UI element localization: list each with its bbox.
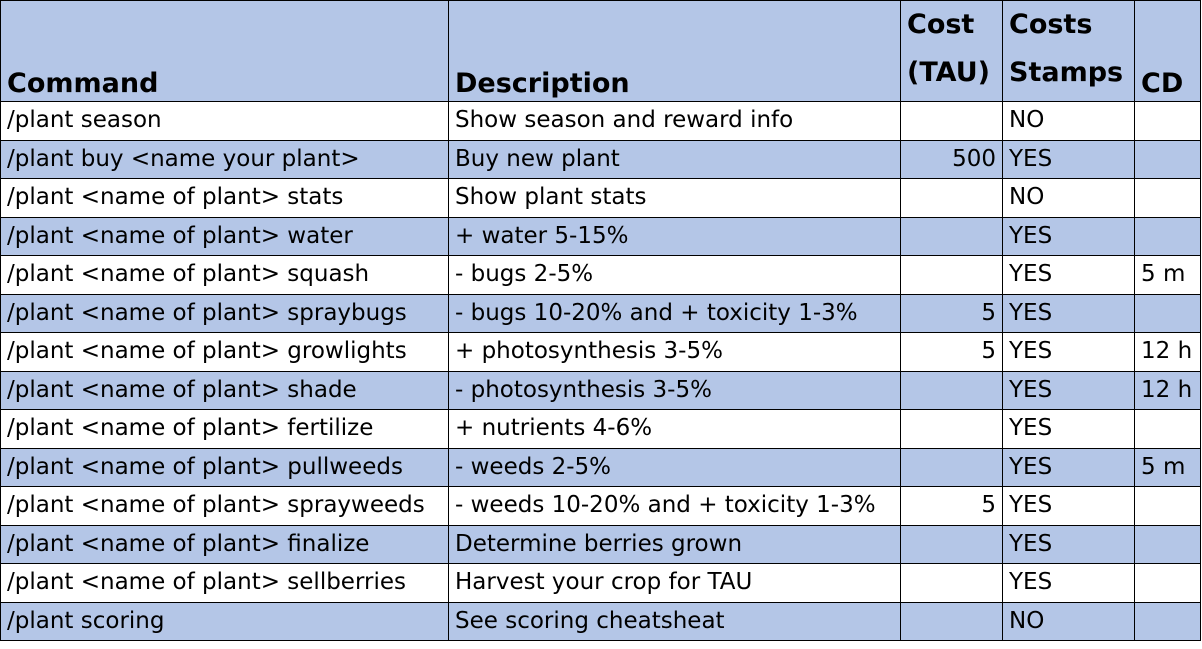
table-row: /plant <name of plant> pullweeds - weeds… bbox=[0, 447, 1201, 487]
table-row: /plant season Show season and reward inf… bbox=[0, 101, 1201, 141]
cell-description: Buy new plant bbox=[448, 139, 901, 179]
cell-stamps: NO bbox=[1002, 101, 1135, 141]
header-cost-line2: (TAU) bbox=[907, 57, 990, 88]
cell-description: - bugs 10-20% and + toxicity 1-3% bbox=[448, 293, 901, 333]
cell-stamps: YES bbox=[1002, 524, 1135, 564]
cell-stamps: YES bbox=[1002, 486, 1135, 526]
cell-stamps: NO bbox=[1002, 178, 1135, 218]
cell-description: + nutrients 4-6% bbox=[448, 409, 901, 449]
cell-cost bbox=[900, 447, 1003, 487]
cell-command: /plant <name of plant> pullweeds bbox=[0, 447, 449, 487]
table-row: /plant <name of plant> finalize Determin… bbox=[0, 524, 1201, 564]
cell-command: /plant season bbox=[0, 101, 449, 141]
cell-stamps: YES bbox=[1002, 563, 1135, 603]
cell-command: /plant <name of plant> sellberries bbox=[0, 563, 449, 603]
header-description: Description bbox=[448, 0, 901, 102]
cell-command: /plant <name of plant> growlights bbox=[0, 332, 449, 372]
cell-cd bbox=[1134, 293, 1201, 333]
cell-description: - bugs 2-5% bbox=[448, 255, 901, 295]
cell-stamps: YES bbox=[1002, 255, 1135, 295]
cell-cost bbox=[900, 370, 1003, 410]
header-row: Command Description Cost (TAU) Costs Sta… bbox=[0, 0, 1201, 102]
header-command: Command bbox=[0, 0, 449, 102]
cell-command: /plant <name of plant> squash bbox=[0, 255, 449, 295]
table-row: /plant <name of plant> sellberries Harve… bbox=[0, 563, 1201, 603]
cell-command: /plant scoring bbox=[0, 601, 449, 641]
cell-command: /plant <name of plant> sprayweeds bbox=[0, 486, 449, 526]
cell-cost bbox=[900, 178, 1003, 218]
cell-description: + water 5-15% bbox=[448, 216, 901, 256]
table-row: /plant <name of plant> water + water 5-1… bbox=[0, 216, 1201, 256]
table-row: /plant <name of plant> fertilize + nutri… bbox=[0, 409, 1201, 449]
cell-cd bbox=[1134, 178, 1201, 218]
cell-description: - weeds 10-20% and + toxicity 1-3% bbox=[448, 486, 901, 526]
cell-command: /plant <name of plant> spraybugs bbox=[0, 293, 449, 333]
header-cd: CD bbox=[1134, 0, 1201, 102]
cell-cd: 5 m bbox=[1134, 255, 1201, 295]
cell-description: Show plant stats bbox=[448, 178, 901, 218]
cell-cost bbox=[900, 255, 1003, 295]
cell-description: Show season and reward info bbox=[448, 101, 901, 141]
cell-stamps: YES bbox=[1002, 293, 1135, 333]
cell-command: /plant buy <name your plant> bbox=[0, 139, 449, 179]
cell-stamps: YES bbox=[1002, 332, 1135, 372]
cell-cost bbox=[900, 563, 1003, 603]
table-row: /plant <name of plant> spraybugs - bugs … bbox=[0, 293, 1201, 333]
cell-cd: 12 h bbox=[1134, 332, 1201, 372]
table-row: /plant buy <name your plant> Buy new pla… bbox=[0, 139, 1201, 179]
cell-cd: 12 h bbox=[1134, 370, 1201, 410]
cell-cd bbox=[1134, 486, 1201, 526]
cell-cd bbox=[1134, 216, 1201, 256]
cell-command: /plant <name of plant> water bbox=[0, 216, 449, 256]
cell-cd bbox=[1134, 563, 1201, 603]
cell-command: /plant <name of plant> finalize bbox=[0, 524, 449, 564]
cell-description: See scoring cheatsheat bbox=[448, 601, 901, 641]
cell-cost bbox=[900, 101, 1003, 141]
header-stamps-line2: Stamps bbox=[1009, 57, 1124, 88]
header-cost: Cost (TAU) bbox=[900, 0, 1003, 102]
header-stamps-line1: Costs bbox=[1009, 9, 1093, 40]
table-row: /plant scoring See scoring cheatsheat NO bbox=[0, 601, 1201, 641]
cell-description: - weeds 2-5% bbox=[448, 447, 901, 487]
cell-command: /plant <name of plant> stats bbox=[0, 178, 449, 218]
cell-cost bbox=[900, 409, 1003, 449]
header-cost-line1: Cost bbox=[907, 9, 975, 40]
cell-cd: 5 m bbox=[1134, 447, 1201, 487]
cell-cost: 5 bbox=[900, 293, 1003, 333]
table-row: /plant <name of plant> growlights + phot… bbox=[0, 332, 1201, 372]
cell-cd bbox=[1134, 101, 1201, 141]
cell-cost bbox=[900, 216, 1003, 256]
cell-stamps: YES bbox=[1002, 370, 1135, 410]
cell-stamps: NO bbox=[1002, 601, 1135, 641]
cell-cd bbox=[1134, 139, 1201, 179]
cell-cost bbox=[900, 601, 1003, 641]
cell-cost: 500 bbox=[900, 139, 1003, 179]
cell-cost: 5 bbox=[900, 486, 1003, 526]
cell-cd bbox=[1134, 524, 1201, 564]
cell-stamps: YES bbox=[1002, 409, 1135, 449]
cell-cd bbox=[1134, 409, 1201, 449]
cell-command: /plant <name of plant> shade bbox=[0, 370, 449, 410]
cell-description: Determine berries grown bbox=[448, 524, 901, 564]
cell-stamps: YES bbox=[1002, 216, 1135, 256]
cell-cost bbox=[900, 524, 1003, 564]
cell-description: Harvest your crop for TAU bbox=[448, 563, 901, 603]
cell-stamps: YES bbox=[1002, 447, 1135, 487]
table-row: /plant <name of plant> shade - photosynt… bbox=[0, 370, 1201, 410]
cell-command: /plant <name of plant> fertilize bbox=[0, 409, 449, 449]
cell-description: - photosynthesis 3-5% bbox=[448, 370, 901, 410]
table-row: /plant <name of plant> squash - bugs 2-5… bbox=[0, 255, 1201, 295]
header-stamps: Costs Stamps bbox=[1002, 0, 1135, 102]
table-row: /plant <name of plant> stats Show plant … bbox=[0, 178, 1201, 218]
cell-cd bbox=[1134, 601, 1201, 641]
cell-description: + photosynthesis 3-5% bbox=[448, 332, 901, 372]
cell-cost: 5 bbox=[900, 332, 1003, 372]
cell-stamps: YES bbox=[1002, 139, 1135, 179]
table-row: /plant <name of plant> sprayweeds - weed… bbox=[0, 486, 1201, 526]
